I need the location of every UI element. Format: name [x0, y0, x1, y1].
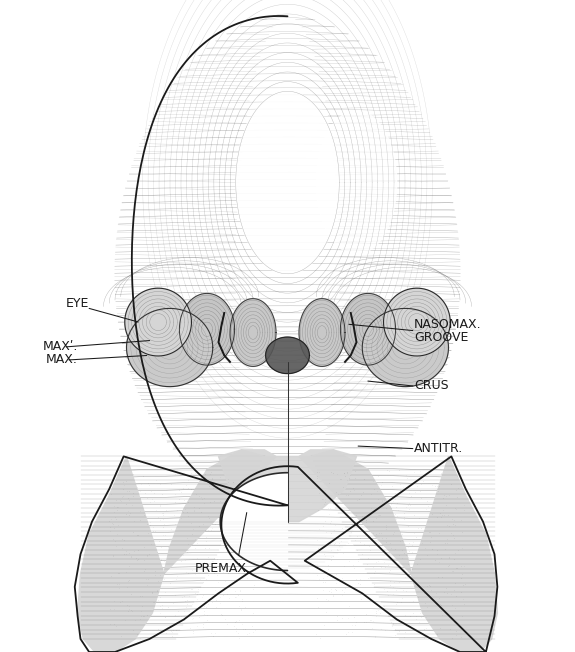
Polygon shape [362, 308, 448, 387]
Text: NASOMAX.: NASOMAX. [414, 318, 482, 331]
Polygon shape [78, 450, 276, 652]
Polygon shape [384, 288, 450, 356]
Polygon shape [218, 450, 356, 522]
Text: EYE: EYE [66, 297, 90, 310]
Text: MAX.: MAX. [46, 353, 78, 366]
Polygon shape [299, 299, 345, 366]
Polygon shape [266, 337, 309, 374]
Polygon shape [230, 299, 276, 366]
Text: MAXʹ.: MAXʹ. [43, 340, 79, 353]
Polygon shape [126, 308, 213, 387]
Text: ANTITR.: ANTITR. [414, 442, 463, 455]
Polygon shape [220, 473, 288, 570]
Text: PREMAX.: PREMAX. [194, 562, 250, 575]
Polygon shape [340, 293, 396, 365]
Text: CRUS: CRUS [414, 379, 448, 393]
Polygon shape [179, 293, 235, 365]
Polygon shape [299, 450, 497, 652]
Polygon shape [75, 16, 497, 652]
Polygon shape [316, 111, 397, 254]
Polygon shape [236, 91, 339, 274]
Polygon shape [125, 288, 191, 356]
Text: GROOVE: GROOVE [414, 331, 469, 344]
